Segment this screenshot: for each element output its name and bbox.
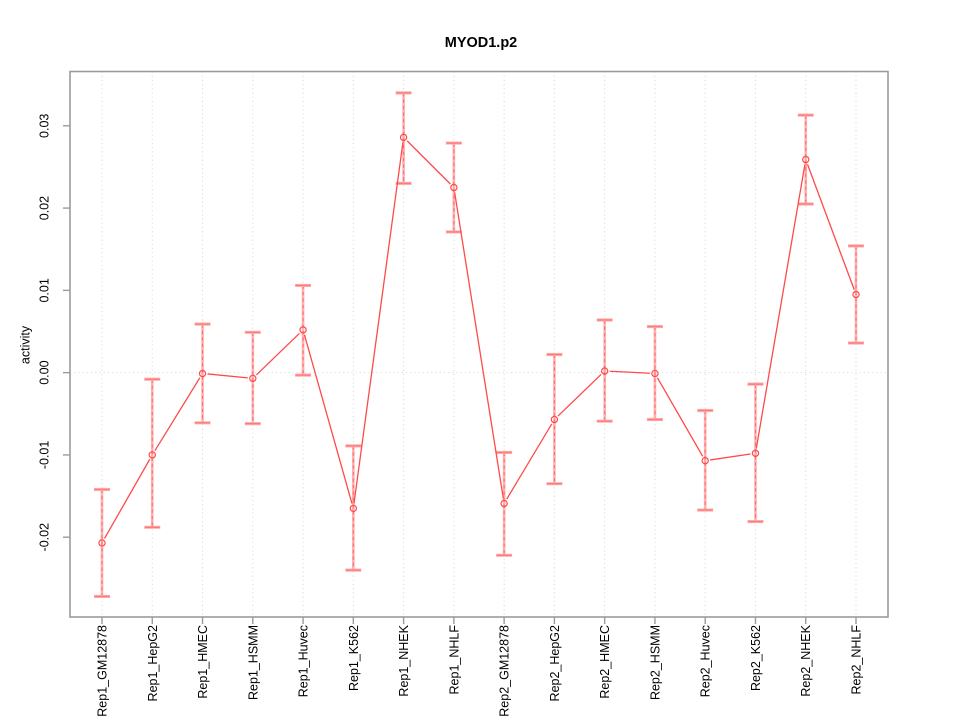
series-line-segment — [755, 164, 806, 449]
y-tick-label: -0.01 — [38, 441, 52, 470]
data-point — [98, 539, 106, 547]
series-line-segment — [353, 142, 404, 504]
series-line-segment — [207, 373, 248, 379]
x-tick-label: Rep2_GM12878 — [498, 625, 512, 717]
x-tick-label: Rep2_Huvec — [699, 625, 713, 697]
x-tick-label: Rep2_HSMM — [648, 625, 662, 700]
x-tick-label: Rep1_Huvec — [297, 625, 311, 697]
data-point — [349, 504, 358, 513]
data-point — [550, 415, 559, 424]
x-tick-label: Rep1_HSMM — [246, 625, 260, 700]
x-tick-label: Rep1_K562 — [347, 625, 361, 691]
y-axis-title: activity — [19, 325, 33, 364]
data-point — [198, 369, 207, 378]
x-tick-label: Rep2_HMEC — [598, 625, 612, 699]
data-point — [500, 499, 508, 508]
x-tick-label: Rep1_NHLF — [447, 625, 461, 695]
series-line-segment — [710, 453, 751, 461]
data-point — [600, 367, 609, 375]
y-tick-label: 0.00 — [38, 360, 52, 384]
x-tick-label: Rep2_NHEK — [799, 624, 813, 696]
x-tick-label: Rep2_HepG2 — [548, 625, 562, 701]
y-tick-label: 0.01 — [38, 278, 52, 302]
x-tick-label: Rep1_GM12878 — [96, 625, 110, 717]
y-tick-label: 0.02 — [38, 196, 52, 220]
series-line-segment — [454, 192, 504, 499]
data-point — [148, 451, 156, 459]
x-tick-label: Rep1_HMEC — [196, 625, 210, 699]
series-line-segment — [609, 370, 650, 374]
plot-box — [69, 70, 889, 618]
plot-area: -0.02 -0.01 0.00 0.01 0.02 0.03 Rep1_GM12878 Re… — [38, 70, 889, 717]
data-point — [299, 326, 307, 334]
series-line-segment — [406, 140, 451, 185]
x-tick-label: Rep1_HepG2 — [146, 625, 160, 701]
data-point — [751, 449, 760, 457]
data-point — [399, 133, 408, 142]
series-line-segment — [506, 423, 553, 500]
data-point — [701, 456, 709, 465]
y-tick-label: -0.02 — [38, 523, 52, 552]
x-tick-label: Rep2_K562 — [749, 625, 763, 691]
data-point — [651, 369, 659, 378]
data-point — [249, 374, 257, 383]
x-tick-label: Rep1_NHEK — [397, 624, 411, 696]
series-line-segment — [806, 163, 855, 291]
series-line-segment — [255, 332, 300, 376]
x-tick-label: Rep2_NHLF — [850, 625, 864, 695]
y-tick-label: 0.03 — [38, 114, 52, 138]
chart-title: MYOD1.p2 — [445, 35, 518, 51]
series-line-segment — [154, 377, 201, 451]
series-line-segment — [656, 377, 704, 457]
series-line-segment — [103, 458, 151, 539]
data-point — [450, 183, 458, 192]
data-point — [852, 290, 860, 299]
series-line-segment — [557, 373, 602, 417]
data-point — [802, 155, 810, 164]
series-line-segment — [303, 334, 353, 504]
